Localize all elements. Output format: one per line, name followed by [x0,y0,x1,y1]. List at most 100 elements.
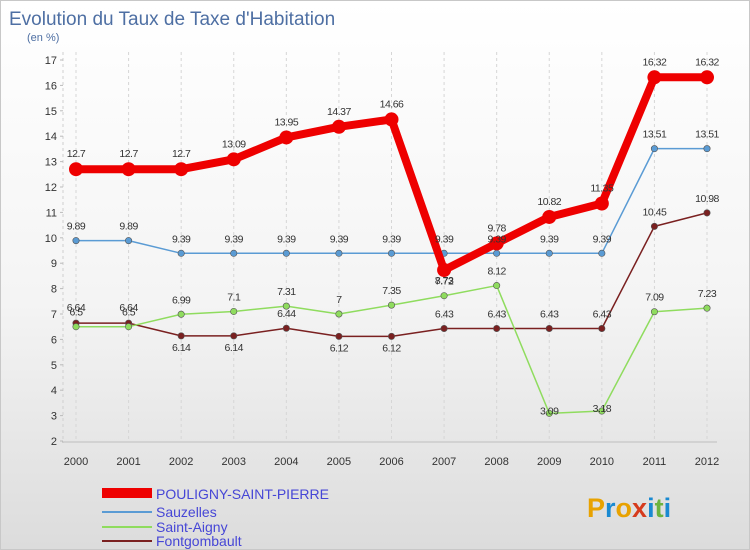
data-label: 9.78 [487,222,506,234]
data-label: 13.09 [222,138,246,150]
data-label: 6.14 [225,342,244,354]
legend-swatch [102,526,152,528]
data-label: 11.35 [590,183,614,195]
series-point [335,310,343,318]
series-point [226,152,241,167]
series-point [598,407,606,415]
data-label: 12.7 [172,148,191,160]
series-point [279,130,294,145]
series-point [72,323,80,331]
data-label: 16.32 [643,56,667,68]
chart-title: Evolution du Taux de Taxe d'Habitation [9,9,335,30]
logo-letter: i [664,493,672,523]
x-tick-label: 2007 [432,456,456,468]
y-tick-label: 11 [46,207,57,219]
x-tick-label: 2000 [64,456,88,468]
series-layer [69,70,714,417]
data-label: 13.51 [643,129,667,141]
data-label: 7.72 [435,276,454,288]
series-point [489,236,504,251]
data-label: 6.43 [593,308,612,320]
data-label: 10.45 [643,206,667,218]
series-point [440,292,448,300]
x-tick-label: 2010 [590,456,614,468]
axis-layer: 2 3 4 5 6 7 8 9 10 11 12 13 14 15 16 17 2000 2001 2002 2003… [45,52,719,468]
x-tick-label: 2003 [222,456,246,468]
legend-swatch [102,540,152,542]
series-point [69,162,83,177]
data-label: 9.39 [382,233,401,245]
series-point [594,196,609,211]
series-point [331,119,346,134]
data-label: 7.31 [277,286,296,298]
series-point [387,301,395,309]
series-point [437,263,452,278]
data-label: 9.39 [435,233,454,245]
data-label: 6.43 [435,308,454,320]
x-tick-label: 2008 [484,456,508,468]
data-label: 7.09 [645,292,664,304]
y-tick-label: 3 [51,411,57,423]
data-label: 7.23 [698,288,717,300]
data-label: 6.64 [119,302,138,314]
y-tick-label: 9 [51,258,57,270]
y-tick-label: 2 [51,436,57,448]
data-label: 9.39 [330,233,349,245]
series-point [177,332,185,340]
series-point [598,324,606,332]
y-tick-label: 10 [45,233,57,245]
data-label: 6.5 [122,307,136,319]
series-3 [72,209,711,340]
data-label: 6.44 [277,308,296,320]
series-0 [69,70,714,278]
series-point [650,145,658,153]
x-tick-label: 2002 [169,456,193,468]
series-point [703,209,711,217]
logo-letter: r [605,493,616,523]
data-label: 6.43 [540,308,559,320]
chart-subtitle: (en %) [27,32,59,44]
series-point [493,249,501,257]
legend-label: Saint-Aigny [156,519,228,535]
x-tick-label: 2009 [537,456,561,468]
y-tick-label: 5 [51,360,57,372]
data-label: 6.12 [330,342,349,354]
series-point [647,70,662,85]
series-1 [72,145,711,257]
legend-swatch [102,488,152,498]
legend-label: POULIGNY-SAINT-PIERRE [156,486,329,502]
data-label: 9.39 [487,233,506,245]
series-point [125,237,133,245]
series-point [650,222,658,230]
y-tick-label: 12 [45,182,57,194]
series-point [545,409,553,417]
y-tick-label: 17 [45,55,57,67]
x-tick-label: 2011 [643,456,667,468]
data-label: 7 [336,294,342,306]
series-point [542,209,557,224]
series-point [72,237,80,245]
series-point [230,249,238,257]
data-label: 8.73 [435,275,454,287]
series-point [230,307,238,315]
data-label: 6.43 [487,308,506,320]
y-tick-label: 16 [45,80,57,92]
y-tick-label: 8 [51,284,57,296]
data-label: 13.51 [695,129,719,141]
y-tick-label: 6 [51,334,57,346]
logo-letter: x [632,493,647,523]
series-point [545,324,553,332]
logo-letter: t [655,493,664,523]
data-label: 8.12 [487,266,506,278]
x-tick-label: 2012 [695,456,719,468]
series-point [230,332,238,340]
series-point [384,112,399,127]
y-tick-label: 14 [45,131,57,143]
series-point [598,249,606,257]
data-label: 12.7 [119,148,138,160]
data-label: 14.37 [327,106,351,118]
data-label: 10.98 [695,193,719,205]
data-label: 7.35 [382,285,401,297]
